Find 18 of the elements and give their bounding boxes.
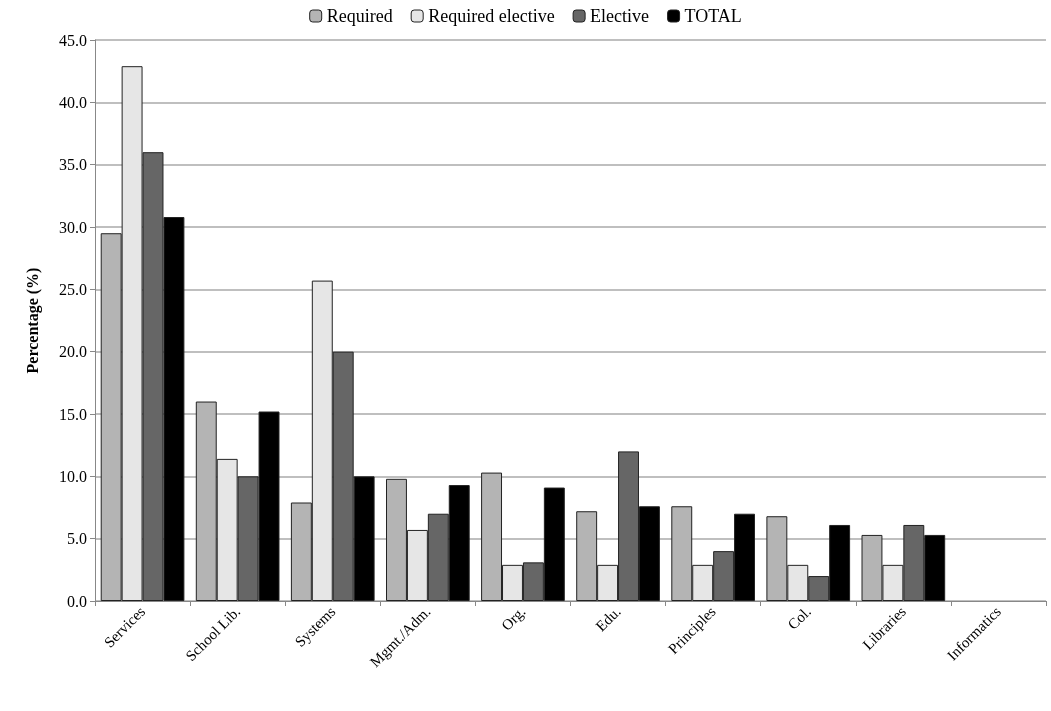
legend-label: Elective — [590, 6, 650, 26]
y-tick-label: 40.0 — [59, 93, 87, 111]
y-tick-label: 0.0 — [67, 592, 87, 610]
y-tick-label: 10.0 — [59, 467, 87, 485]
legend-label: TOTAL — [684, 6, 742, 26]
x-tick-label: Edu. — [592, 603, 624, 635]
y-tick-label: 20.0 — [59, 343, 87, 361]
x-tick-label: Col. — [784, 603, 814, 633]
legend-label: Required — [326, 6, 393, 26]
y-tick-label: 25.0 — [59, 280, 87, 298]
legend-label: Required elective — [428, 6, 555, 26]
x-tick-label: Org. — [498, 603, 529, 634]
y-axis-title: Percentage (%) — [23, 267, 42, 374]
y-tick-label: 45.0 — [59, 31, 87, 49]
y-tick-label: 5.0 — [67, 530, 87, 548]
y-tick-label: 15.0 — [59, 405, 87, 423]
y-tick-label: 30.0 — [59, 218, 87, 236]
y-tick-label: 35.0 — [59, 156, 87, 174]
